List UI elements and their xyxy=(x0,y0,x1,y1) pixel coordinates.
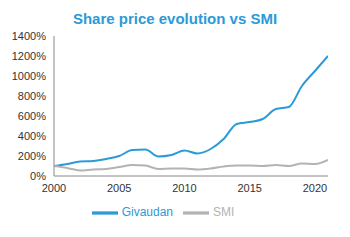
svg-text:2010: 2010 xyxy=(172,182,196,194)
svg-text:2020: 2020 xyxy=(303,182,327,194)
svg-text:2000: 2000 xyxy=(42,182,66,194)
svg-text:2005: 2005 xyxy=(107,182,131,194)
svg-text:1400%: 1400% xyxy=(12,30,46,42)
svg-text:400%: 400% xyxy=(18,130,46,142)
svg-text:200%: 200% xyxy=(18,150,46,162)
html-text:Share price evolution vs SMI: Share price evolution vs SMI xyxy=(72,10,278,27)
html-text:SMI: SMI xyxy=(213,205,235,220)
svg-text:1000%: 1000% xyxy=(12,70,46,82)
svg-text:800%: 800% xyxy=(18,90,46,102)
svg-text:600%: 600% xyxy=(18,110,46,122)
html-text:Givaudan: Givaudan xyxy=(121,205,173,220)
svg-text:2015: 2015 xyxy=(237,182,261,194)
svg-text:1200%: 1200% xyxy=(12,50,46,62)
svg-text:0%: 0% xyxy=(30,170,46,182)
